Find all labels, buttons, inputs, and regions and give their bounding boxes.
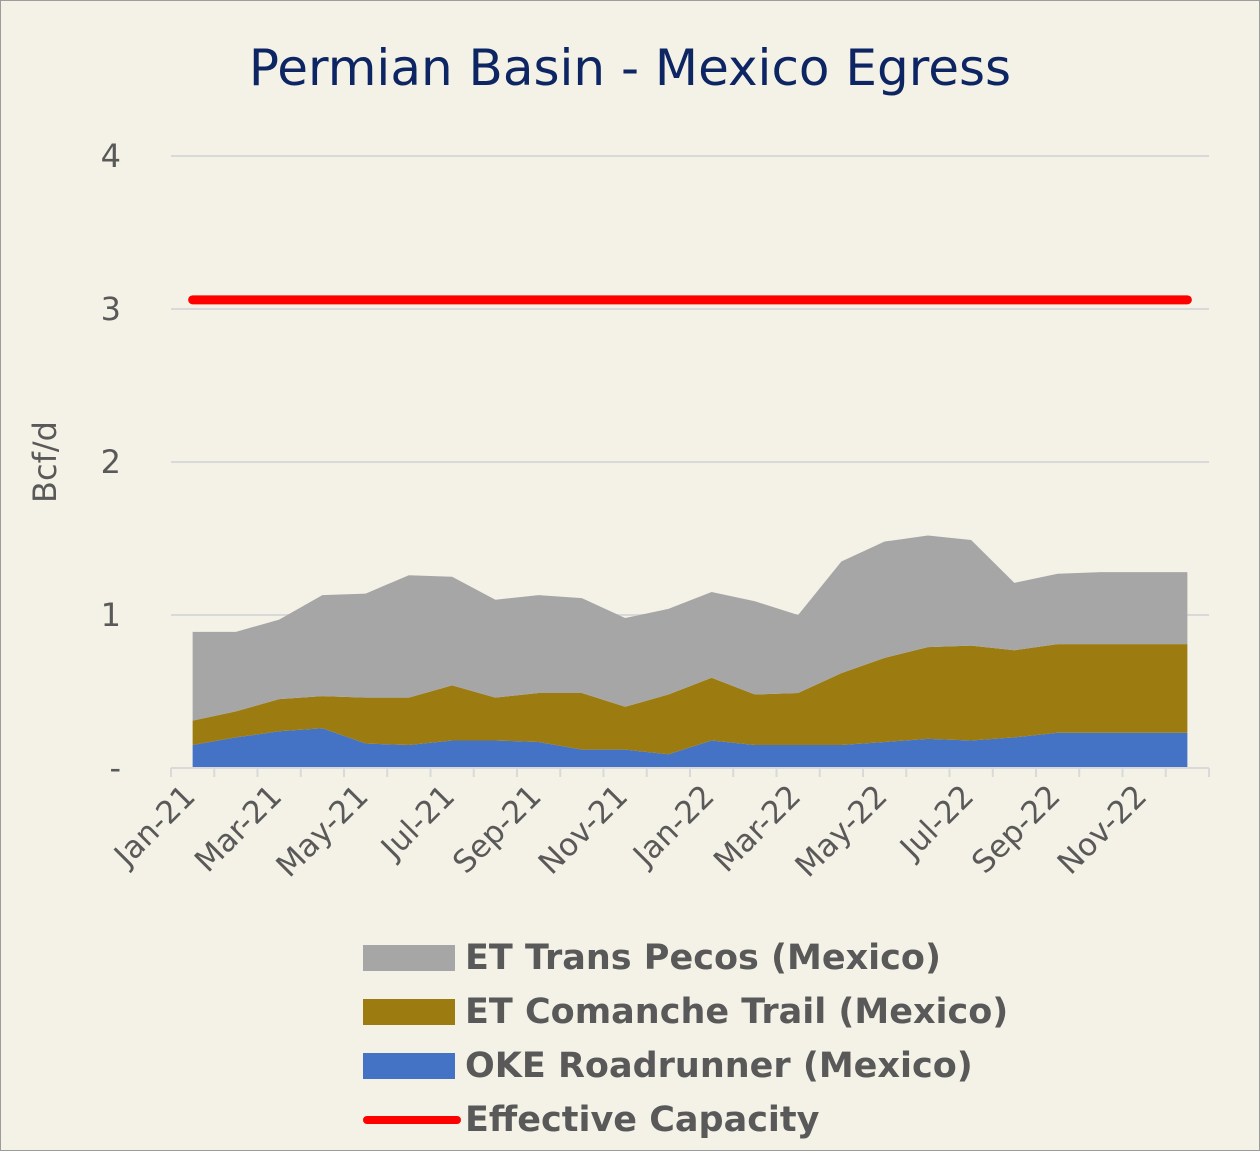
legend-swatch-trans-pecos xyxy=(363,945,455,971)
x-tick-label-10: Sep-22 xyxy=(965,778,1068,881)
legend: ET Trans Pecos (Mexico) ET Comanche Trai… xyxy=(363,931,1008,1147)
y-tick-label-3: 3 xyxy=(101,290,121,328)
legend-item-comanche-trail: ET Comanche Trail (Mexico) xyxy=(363,985,1008,1039)
y-tick-label-0: - xyxy=(109,749,121,787)
legend-item-capacity: Effective Capacity xyxy=(363,1093,1008,1147)
legend-label-comanche-trail: ET Comanche Trail (Mexico) xyxy=(465,992,1009,1032)
legend-item-roadrunner: OKE Roadrunner (Mexico) xyxy=(363,1039,1008,1093)
legend-label-capacity: Effective Capacity xyxy=(465,1100,820,1140)
x-tick-label-4: Sep-21 xyxy=(446,778,549,881)
y-tick-label-2: 2 xyxy=(101,443,121,481)
y-tick-label-4: 4 xyxy=(101,137,121,175)
chart-title: Permian Basin - Mexico Egress xyxy=(248,39,1012,97)
x-tick-label-0: Jan-21 xyxy=(106,778,202,874)
legend-label-roadrunner: OKE Roadrunner (Mexico) xyxy=(465,1046,973,1086)
legend-item-trans-pecos: ET Trans Pecos (Mexico) xyxy=(363,931,1008,985)
x-tick-label-8: May-22 xyxy=(788,778,894,884)
area-series-1 xyxy=(192,644,1188,755)
legend-label-trans-pecos: ET Trans Pecos (Mexico) xyxy=(465,938,941,978)
x-tick-label-6: Jan-22 xyxy=(625,778,721,874)
area-series-0 xyxy=(192,728,1188,768)
x-tick-label-11: Nov-22 xyxy=(1051,778,1154,881)
y-axis-label: Bcf/d xyxy=(26,421,64,503)
legend-swatch-capacity xyxy=(363,1116,461,1124)
legend-swatch-comanche-trail xyxy=(363,999,455,1025)
x-tick-label-5: Nov-21 xyxy=(532,778,635,881)
x-tick-label-2: May-21 xyxy=(269,778,375,884)
y-tick-label-1: 1 xyxy=(101,596,121,634)
area-series-2 xyxy=(192,535,1188,721)
legend-swatch-roadrunner xyxy=(363,1053,455,1079)
